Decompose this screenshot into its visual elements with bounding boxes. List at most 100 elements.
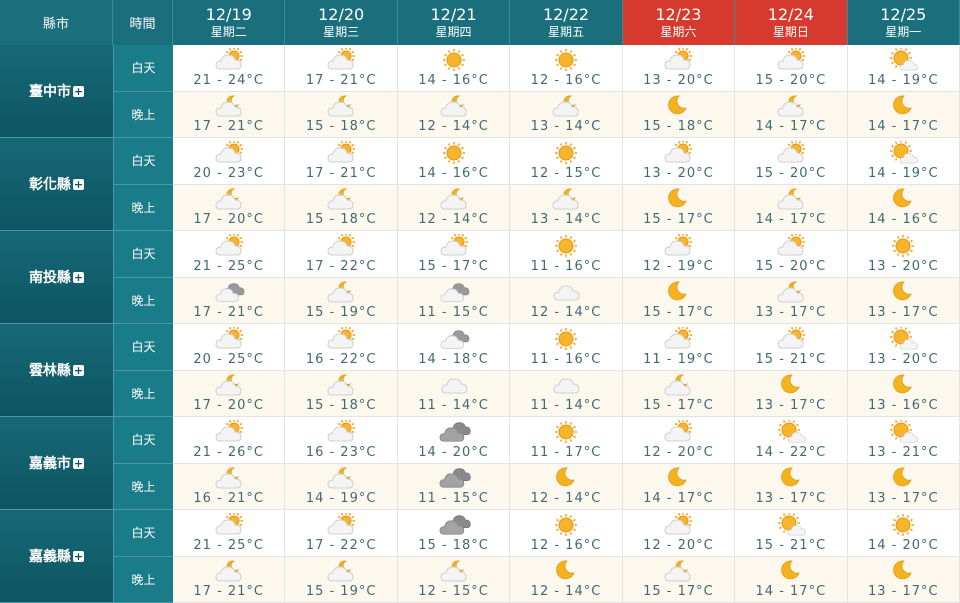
icon-shape <box>559 514 563 518</box>
icon-shape <box>908 144 912 148</box>
temperature: 17 - 21°C <box>193 305 265 321</box>
forecast-cell: 14 - 17°C <box>847 91 960 138</box>
forecast-cell: 14 - 17°C <box>735 91 848 138</box>
icon-shape <box>893 95 912 115</box>
icon-shape <box>348 140 352 144</box>
forecast-cell: 16 - 21°C <box>173 463 286 510</box>
expand-icon: + <box>73 177 84 191</box>
icon-shape <box>351 50 355 54</box>
icon-shape <box>685 140 689 144</box>
forecast-cell: 17 - 21°C <box>173 91 286 138</box>
icon-shape <box>906 531 910 535</box>
icon-shape <box>668 281 688 301</box>
icon-shape <box>678 512 681 516</box>
weather-icon <box>890 326 919 350</box>
weekday: 星期三 <box>323 24 360 39</box>
temperature: 15 - 18°C <box>643 119 714 135</box>
temperature: 13 - 14°C <box>530 119 602 135</box>
weather-icon <box>215 374 242 396</box>
icon-shape <box>215 288 239 303</box>
icon-shape <box>559 345 563 349</box>
temperature: 15 - 18°C <box>305 398 377 414</box>
icon-shape <box>895 47 898 51</box>
icon-shape <box>558 52 574 68</box>
icon-shape <box>559 142 563 146</box>
weather-icon <box>327 95 354 117</box>
icon-shape <box>787 143 791 147</box>
icon-shape <box>225 515 229 519</box>
forecast-cell: 11 - 16°C <box>510 324 623 371</box>
forecast-cell: 17 - 20°C <box>173 184 286 231</box>
weather-icon <box>439 515 471 535</box>
icon-shape <box>675 329 679 333</box>
icon-shape <box>787 236 791 240</box>
icon-shape <box>225 50 229 54</box>
icon-shape <box>899 431 919 443</box>
icon-shape <box>678 326 681 330</box>
weather-icon <box>781 560 800 580</box>
icon-shape <box>457 49 460 53</box>
forecast-cell: 12 - 20°C <box>622 417 736 464</box>
icon-shape <box>778 526 782 529</box>
forecast-cell: 11 - 16°C <box>510 231 623 278</box>
icon-shape <box>572 146 576 150</box>
day-header: 12/23 星期六 <box>622 0 736 45</box>
icon-shape <box>891 330 895 334</box>
temperature: 12 - 14°C <box>530 305 602 321</box>
temperature: 17 - 22°C <box>305 258 377 274</box>
forecast-cell: 14 - 22°C <box>735 417 848 464</box>
icon-shape <box>685 419 689 423</box>
icon-shape <box>228 140 232 144</box>
icon-shape <box>668 95 688 115</box>
icon-shape <box>351 523 355 526</box>
weather-icon <box>327 47 356 70</box>
weather-icon <box>215 560 242 582</box>
weather-icon <box>777 326 805 349</box>
icon-shape <box>572 435 576 438</box>
weather-icon <box>893 560 912 580</box>
icon-shape <box>908 51 912 55</box>
forecast-cell: 20 - 25°C <box>173 324 286 371</box>
weather-icon <box>552 188 579 210</box>
temperature: 12 - 20°C <box>643 537 714 553</box>
icon-shape <box>558 331 574 347</box>
icon-shape <box>556 249 560 252</box>
weather-icon <box>554 513 577 536</box>
icon-shape <box>801 236 805 240</box>
weather-icon <box>440 188 467 210</box>
weather-icon <box>781 467 800 487</box>
temperature: 16 - 22°C <box>305 351 377 367</box>
icon-shape <box>351 143 355 147</box>
icon-shape <box>556 239 560 243</box>
icon-shape <box>664 519 691 535</box>
icon-shape <box>569 142 573 146</box>
icon-shape <box>556 146 560 150</box>
icon-shape <box>893 239 897 243</box>
icon-shape <box>348 326 352 330</box>
icon-shape <box>340 233 344 237</box>
date: 12/24 <box>767 4 814 24</box>
weather-icon <box>777 140 805 163</box>
weather-icon <box>442 48 465 71</box>
icon-shape <box>552 194 579 210</box>
icon-shape <box>777 147 804 163</box>
icon-shape <box>238 329 242 333</box>
icon-shape <box>228 419 232 423</box>
icon-shape <box>215 380 242 396</box>
forecast-cell: 14 - 20°C <box>397 417 511 464</box>
icon-shape <box>569 159 573 163</box>
icon-shape <box>777 240 804 256</box>
icon-shape <box>569 235 573 239</box>
time-cell: 白天 <box>113 138 173 185</box>
icon-shape <box>675 422 679 426</box>
icon-shape <box>447 49 450 53</box>
icon-shape <box>688 151 692 154</box>
expand-icon: + <box>73 456 84 470</box>
temperature: 13 - 21°C <box>867 444 939 460</box>
temperature: 12 - 14°C <box>530 584 602 600</box>
icon-shape <box>340 140 344 144</box>
icon-shape <box>685 233 689 237</box>
icon-shape <box>782 436 786 440</box>
icon-shape <box>238 430 242 433</box>
